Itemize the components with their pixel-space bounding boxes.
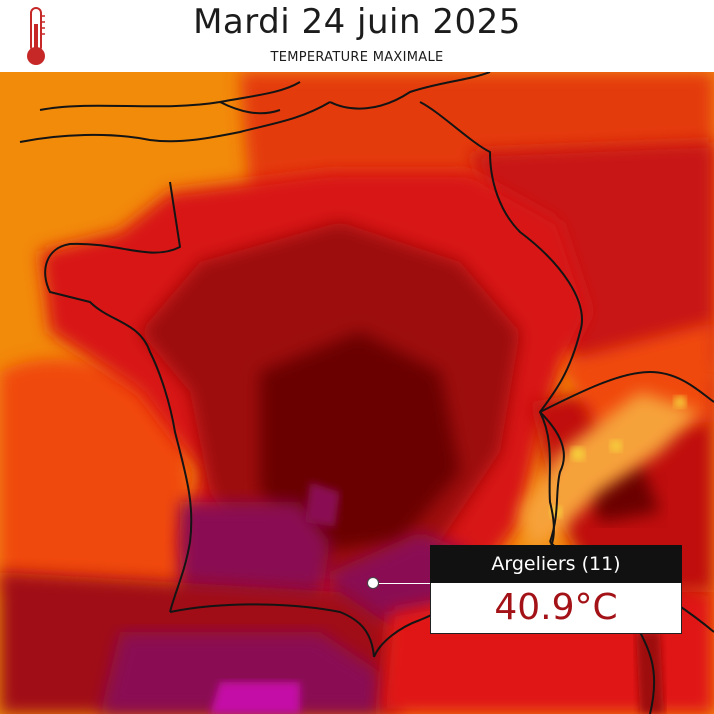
station-callout: Argeliers (11) 40.9°C [430, 545, 682, 634]
callout-leader-line [374, 583, 432, 584]
station-temperature: 40.9°C [430, 583, 682, 634]
thermometer-icon [27, 7, 45, 65]
temperature-map [0, 72, 714, 714]
page-subtitle: TEMPERATURE MAXIMALE [270, 50, 444, 65]
location-marker [367, 577, 379, 589]
header: Mardi 24 juin 2025 TEMPERATURE MAXIMALE [0, 0, 714, 72]
station-name: Argeliers (11) [430, 545, 682, 583]
page-title: Mardi 24 juin 2025 [193, 2, 521, 42]
